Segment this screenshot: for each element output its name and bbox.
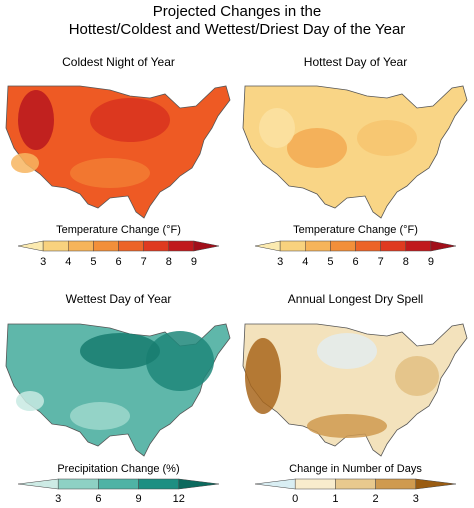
region-low-south (70, 402, 130, 430)
region-mid (70, 158, 150, 188)
colorbar-arrow-high (178, 478, 220, 490)
region-lowest (16, 391, 44, 411)
colorbar-tick-label: 9 (135, 493, 142, 505)
colorbar-swatch (355, 240, 381, 252)
region-high (287, 128, 347, 168)
colorbar-tick-label: 9 (190, 256, 197, 268)
colorbar-tick-label: 6 (95, 493, 102, 505)
colorbar-swatch (118, 240, 144, 252)
colorbar-arrow-low (254, 478, 296, 490)
colorbar-tick-label: 5 (90, 256, 97, 268)
colorbar-swatch (68, 240, 94, 252)
colorbar-tick-label: 7 (377, 256, 384, 268)
us-outline (5, 85, 231, 219)
colorbar-tick-label: 7 (140, 256, 147, 268)
region-high-west (245, 338, 281, 414)
colorbar-arrow-high (193, 240, 220, 252)
panel-title-wettest-day: Wettest Day of Year (65, 292, 172, 306)
panel-title-coldest-night: Coldest Night of Year (62, 55, 175, 69)
colorbar-tick-label: 6 (352, 256, 359, 268)
colorbar-swatch (168, 240, 195, 252)
map-wettest-day (5, 323, 231, 457)
region-max (18, 90, 54, 150)
colorbar-tick-label: 4 (302, 256, 309, 268)
region-high-north (80, 333, 160, 369)
colorbar-tick-label: 3 (277, 256, 284, 268)
colorbar-tick-label: 8 (402, 256, 409, 268)
figure-title-line-1: Projected Changes in the (152, 3, 322, 20)
colorbar-hottest (254, 240, 457, 252)
region-mid-east (395, 356, 439, 396)
panel-title-hottest-day: Hottest Day of Year (303, 55, 408, 69)
colorbar-tick-label: 8 (165, 256, 172, 268)
colorbar-wettest (17, 478, 220, 490)
colorbar-swatch (143, 240, 169, 252)
region-mid-south (307, 414, 387, 438)
colorbar-tick-label: 1 (332, 493, 339, 505)
colorbar-dry-spell (254, 478, 457, 490)
scale-label-hottest: Temperature Change (°F) (293, 224, 418, 236)
ticks-wettest: 3 6 9 12 (0, 493, 237, 507)
region-mid (357, 120, 417, 156)
region-high (90, 98, 170, 142)
colorbar-tick-label: 6 (115, 256, 122, 268)
colorbar-swatch (335, 478, 376, 490)
ticks-dry-spell: 0 1 2 3 (237, 493, 474, 507)
colorbar-swatch (57, 478, 99, 490)
us-outline (242, 85, 468, 219)
colorbar-tick-label: 3 (412, 493, 419, 505)
colorbar-swatch (380, 240, 406, 252)
colorbar-arrow-low (254, 240, 281, 252)
colorbar-swatch (305, 240, 331, 252)
scale-label-coldest: Temperature Change (°F) (56, 224, 181, 236)
colorbar-tick-label: 3 (55, 493, 62, 505)
region-low (11, 153, 39, 173)
colorbar-swatch (138, 478, 180, 490)
colorbar-swatch (42, 240, 69, 252)
region-low-north (317, 333, 377, 369)
colorbar-swatch (279, 240, 306, 252)
colorbar-arrow-high (415, 478, 457, 490)
scale-label-dry-spell: Change in Number of Days (289, 463, 422, 475)
region-high-east (146, 331, 214, 391)
colorbar-tick-label: 4 (65, 256, 72, 268)
colorbar-swatch (294, 478, 336, 490)
colorbar-swatch (98, 478, 139, 490)
colorbar-tick-label: 5 (327, 256, 334, 268)
colorbar-tick-label: 0 (292, 493, 299, 505)
colorbar-tick-label: 2 (372, 493, 379, 505)
colorbar-arrow-low (17, 478, 59, 490)
ticks-coldest: 3 4 5 6 7 8 9 (0, 256, 237, 270)
colorbar-tick-label: 3 (40, 256, 47, 268)
map-coldest-night (5, 85, 231, 219)
colorbar-tick-label: 9 (427, 256, 434, 268)
region-low (259, 108, 295, 148)
map-dry-spell (242, 323, 468, 457)
colorbar-swatch (405, 240, 432, 252)
colorbar-coldest (17, 240, 220, 252)
colorbar-swatch (375, 478, 417, 490)
colorbar-tick-label: 12 (172, 493, 185, 505)
figure-title-line-2: Hottest/Coldest and Wettest/Driest Day o… (68, 21, 406, 38)
ticks-hottest: 3 4 5 6 7 8 9 (237, 256, 474, 270)
scale-label-wettest: Precipitation Change (%) (57, 463, 180, 475)
colorbar-swatch (93, 240, 119, 252)
map-hottest-day (242, 85, 468, 219)
colorbar-arrow-low (17, 240, 44, 252)
colorbar-arrow-high (430, 240, 457, 252)
panel-title-dry-spell: Annual Longest Dry Spell (287, 292, 424, 306)
colorbar-swatch (330, 240, 356, 252)
